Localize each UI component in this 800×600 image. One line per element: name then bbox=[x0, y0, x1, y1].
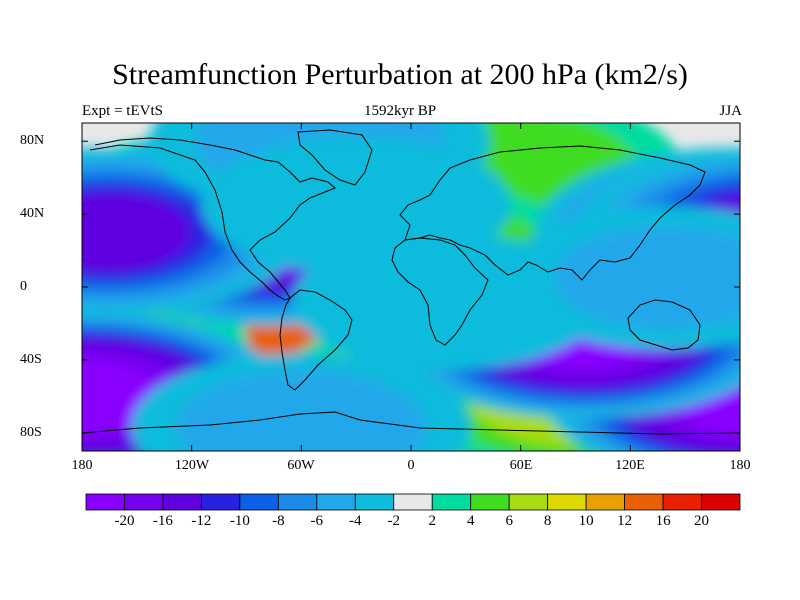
colorbar-swatch bbox=[701, 493, 741, 511]
colorbar-label: 4 bbox=[466, 513, 475, 529]
colorbar-label: -10 bbox=[229, 513, 250, 529]
experiment-label: Expt = tEVtS bbox=[82, 103, 163, 119]
colorbar-swatch bbox=[124, 493, 164, 511]
colorbar-label: -6 bbox=[310, 513, 324, 529]
colorbar-label: -16 bbox=[152, 513, 173, 529]
season-label: JJA bbox=[719, 103, 742, 119]
x-tick-label: 180 bbox=[71, 458, 93, 473]
colorbar-swatch bbox=[470, 493, 510, 511]
colorbar-label: 16 bbox=[655, 513, 671, 529]
colorbar-swatch bbox=[585, 493, 625, 511]
field-contour-band bbox=[554, 226, 740, 330]
y-tick-label: 40N bbox=[20, 206, 45, 221]
y-tick-label: 80S bbox=[20, 425, 42, 440]
x-tick-label: 120W bbox=[174, 458, 210, 473]
colorbar-label: 8 bbox=[543, 513, 552, 529]
x-tick-label: 120E bbox=[615, 458, 645, 473]
colorbar-label: -12 bbox=[191, 513, 212, 529]
greenland-coast bbox=[297, 129, 373, 186]
colorbar-label: -8 bbox=[272, 513, 285, 529]
colorbar-swatch bbox=[85, 493, 125, 511]
field-contour-band bbox=[200, 136, 512, 274]
colorbar-label: 10 bbox=[578, 513, 594, 529]
colorbar-swatch bbox=[662, 493, 702, 511]
europe-asia-coast bbox=[399, 145, 706, 281]
colorbar-swatch bbox=[624, 493, 664, 511]
colorbar-label: 20 bbox=[694, 513, 709, 529]
colorbar-swatch bbox=[354, 493, 395, 511]
colorbar-swatch bbox=[508, 493, 549, 511]
map-title: Streamfunction Perturbation at 200 hPa (… bbox=[112, 58, 688, 91]
south-america-coast bbox=[279, 289, 353, 391]
x-tick-label: 180 bbox=[729, 458, 751, 473]
field-contour-band bbox=[175, 370, 427, 451]
x-tick-label: 60E bbox=[509, 458, 533, 473]
x-tick-label: 60W bbox=[287, 458, 315, 473]
colorbar-label: 12 bbox=[617, 513, 633, 529]
colorbar-swatch bbox=[316, 493, 356, 511]
y-tick-label: 0 bbox=[20, 279, 27, 294]
colorbar-swatch bbox=[431, 493, 472, 511]
colorbar-label: -20 bbox=[114, 513, 135, 529]
colorbar-label: 6 bbox=[505, 513, 513, 529]
colorbar-swatch bbox=[239, 493, 279, 511]
colorbar-label: 2 bbox=[428, 513, 436, 529]
colorbar-swatch bbox=[393, 493, 433, 511]
time-label: 1592kyr BP bbox=[363, 103, 437, 119]
colorbar-swatch bbox=[547, 493, 587, 511]
colorbar-label: -4 bbox=[349, 513, 362, 529]
africa-coast bbox=[391, 237, 489, 346]
antarctica-coast bbox=[82, 411, 740, 435]
streamfunction-field bbox=[82, 123, 740, 451]
colorbar-swatch bbox=[162, 493, 202, 511]
y-tick-label: 80N bbox=[20, 133, 45, 148]
colorbar-swatch bbox=[277, 493, 318, 511]
colorbar-label: -2 bbox=[387, 513, 401, 529]
colorbar bbox=[85, 493, 741, 511]
y-tick-label: 40S bbox=[20, 352, 42, 367]
x-tick-label: 0 bbox=[407, 458, 415, 473]
australia-coast bbox=[627, 299, 701, 351]
colorbar-swatch bbox=[201, 493, 241, 511]
axis-ticks bbox=[81, 123, 741, 451]
coastlines bbox=[82, 129, 740, 435]
field-contour-band bbox=[82, 192, 190, 272]
north-america-coast bbox=[89, 137, 336, 301]
